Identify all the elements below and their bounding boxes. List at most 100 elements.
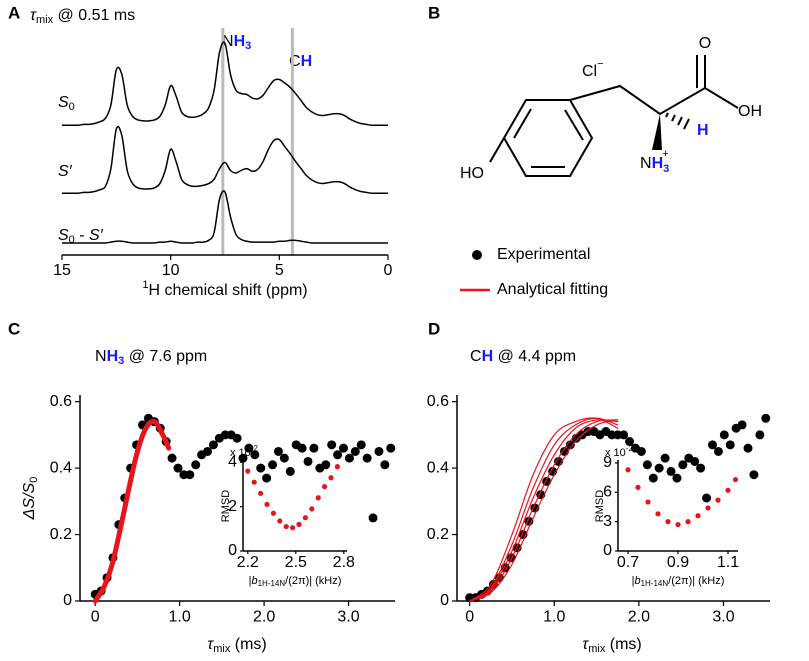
x-tick-label: 5	[275, 262, 284, 279]
inset-point	[245, 468, 251, 474]
ring-bonds	[513, 108, 584, 168]
data-point	[374, 446, 384, 456]
label-part: /(2π)| (kHz)	[668, 575, 724, 587]
title-part: @ 7.6 ppm	[124, 348, 207, 365]
label-part: +	[662, 148, 668, 160]
data-point	[256, 463, 266, 473]
x-tick-label: 2.5	[285, 554, 307, 571]
bonds	[489, 55, 739, 163]
data-point	[268, 460, 278, 470]
data-point	[297, 443, 307, 453]
data-point	[737, 420, 747, 430]
atom-label: H	[697, 122, 709, 139]
series-label: S0	[58, 94, 75, 113]
inset-point	[715, 497, 721, 503]
data-point	[654, 463, 664, 473]
inset-point	[334, 464, 340, 470]
spectrum-line	[61, 41, 388, 127]
atom-label: NH3 +	[640, 148, 669, 175]
y-tick-label: 0	[440, 592, 449, 609]
label-part: ′	[69, 163, 73, 180]
legend-label: Experimental	[497, 246, 590, 263]
data-point	[755, 430, 765, 440]
inset-point	[725, 487, 731, 493]
inset-point	[296, 521, 302, 527]
inset-point	[328, 475, 334, 481]
inset-point	[625, 467, 631, 473]
label-part: τ	[207, 636, 214, 653]
title-part: @ 4.4 ppm	[493, 348, 576, 365]
label-part: 1	[142, 279, 148, 291]
atom-label: HO	[460, 165, 484, 182]
label-part: C	[289, 53, 301, 70]
data-point	[380, 460, 390, 470]
label-part: H	[234, 33, 246, 50]
panel-label: A	[8, 3, 20, 22]
inset-x-label: |b1H-14N/(2π)| (kHz)	[632, 575, 725, 588]
data-point	[625, 437, 635, 447]
structure: Cl− O OH H NH3+ HO	[460, 35, 762, 182]
chart-title: τmix @ 0.51 ms	[30, 7, 135, 26]
data-point	[648, 473, 658, 483]
y-tick-label: 0.6	[50, 393, 72, 410]
peak-label: CH	[289, 53, 312, 70]
data-point	[338, 443, 348, 453]
label-part: 1H-14N	[258, 579, 286, 588]
data-point	[678, 460, 688, 470]
label-part: 0	[69, 234, 75, 246]
fit-line	[92, 418, 172, 604]
x-axis-label: 1H chemical shift (ppm)	[142, 279, 307, 299]
data-point	[173, 463, 183, 473]
data-point	[185, 470, 195, 480]
label-part: S	[89, 227, 100, 244]
legend-marker	[472, 250, 482, 260]
data-point	[713, 446, 723, 456]
data-point	[208, 440, 218, 450]
data-point	[386, 443, 396, 453]
y-tick-label: 0	[603, 542, 612, 559]
data-point	[244, 443, 254, 453]
x-tick-label: 0	[91, 608, 100, 625]
x-tick-label: 1.0	[543, 608, 565, 625]
x-tick-label: 1.1	[717, 554, 739, 571]
label-part: ′	[100, 227, 104, 244]
data-point	[642, 460, 652, 470]
y-tick-label: 6	[603, 484, 612, 501]
label-part: mix	[588, 643, 606, 655]
label-part: |	[632, 575, 635, 587]
inset-point	[685, 519, 691, 525]
atom-label: OH	[738, 103, 762, 120]
series-label: S0 - S′	[58, 227, 104, 246]
data-point	[309, 443, 319, 453]
data-point	[285, 466, 295, 476]
data-point	[350, 446, 360, 456]
label-part: Cl	[582, 63, 597, 80]
data-point	[333, 450, 343, 460]
data-point	[761, 413, 771, 423]
label-part: mix	[213, 643, 231, 655]
data-point	[660, 453, 670, 463]
inset-point	[645, 499, 651, 505]
y-tick-label: 0.2	[427, 526, 449, 543]
data-point	[303, 456, 313, 466]
wedge	[652, 114, 662, 150]
label-part: H	[652, 155, 664, 172]
label-part: −	[597, 58, 603, 70]
label-part: H chemical shift (ppm)	[148, 282, 307, 299]
label-part: S	[58, 94, 69, 111]
data-point	[262, 473, 272, 483]
y-tick-label: 0.4	[50, 459, 72, 476]
fit-line	[469, 419, 619, 602]
series-label: S′	[58, 163, 73, 180]
data-point	[702, 493, 712, 503]
hash	[665, 112, 690, 130]
title-part: mix	[36, 14, 54, 26]
label-part: -2	[251, 444, 259, 453]
x-tick-label: 3.0	[712, 608, 734, 625]
spectrum-line	[62, 190, 388, 244]
inset-point	[270, 510, 276, 516]
label-part: τ	[582, 636, 589, 653]
y-axis-label: ΔS/S0	[21, 477, 40, 521]
peak-label: NH3	[222, 33, 251, 52]
title-part: C	[470, 348, 482, 365]
